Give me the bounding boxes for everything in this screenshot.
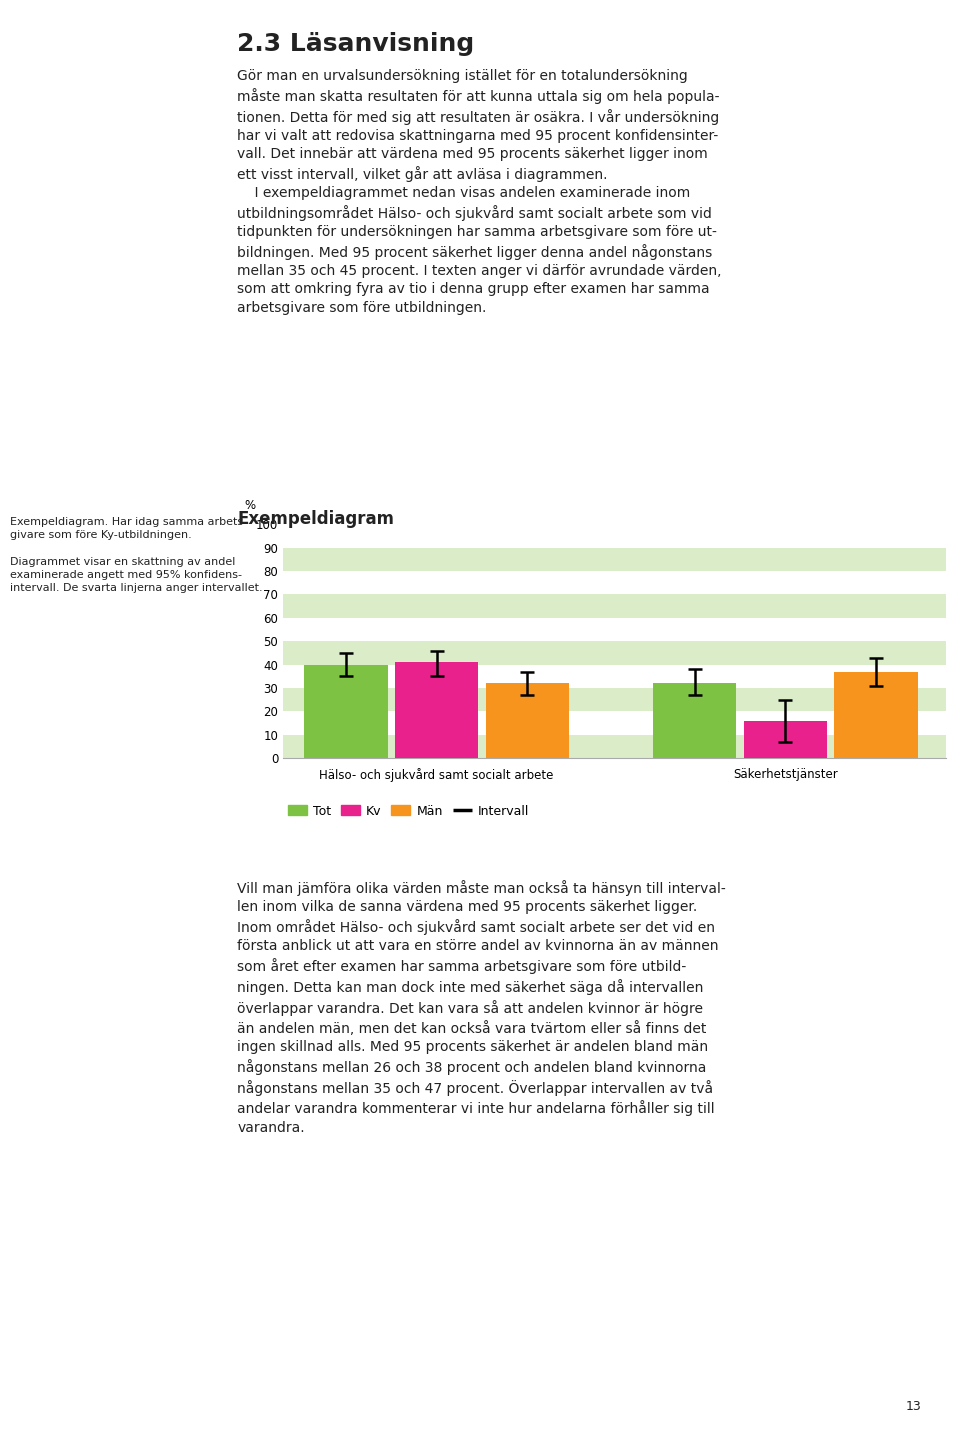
Bar [744,721,827,758]
Bar [283,665,946,688]
Bar [283,547,946,572]
Bar [283,640,946,665]
Bar [283,711,946,735]
Bar [395,662,478,758]
Text: 2.3 Läsanvisning: 2.3 Läsanvisning [237,32,474,56]
Bar [283,688,946,711]
Text: Gör man en urvalsundersökning istället för en totalundersökning
måste man skatta: Gör man en urvalsundersökning istället f… [237,69,722,314]
Bar [283,524,946,547]
Text: Vill man jämföra olika värden måste man också ta hänsyn till interval-
len inom : Vill man jämföra olika värden måste man … [237,880,726,1134]
Y-axis label: %: % [245,500,255,513]
Bar [653,684,736,758]
Bar [304,665,388,758]
Text: Exempeldiagram. Har idag samma arbets-
givare som före Ky-utbildningen.

Diagram: Exempeldiagram. Har idag samma arbets- g… [10,517,262,593]
Bar [283,617,946,640]
Bar [283,735,946,758]
Bar [486,684,569,758]
Legend: Tot, Kv, Män, Intervall: Tot, Kv, Män, Intervall [283,800,534,823]
Bar [834,672,918,758]
Bar [283,595,946,617]
Bar [283,572,946,595]
Text: 13: 13 [906,1400,922,1413]
Text: Exempeldiagram: Exempeldiagram [237,510,395,528]
